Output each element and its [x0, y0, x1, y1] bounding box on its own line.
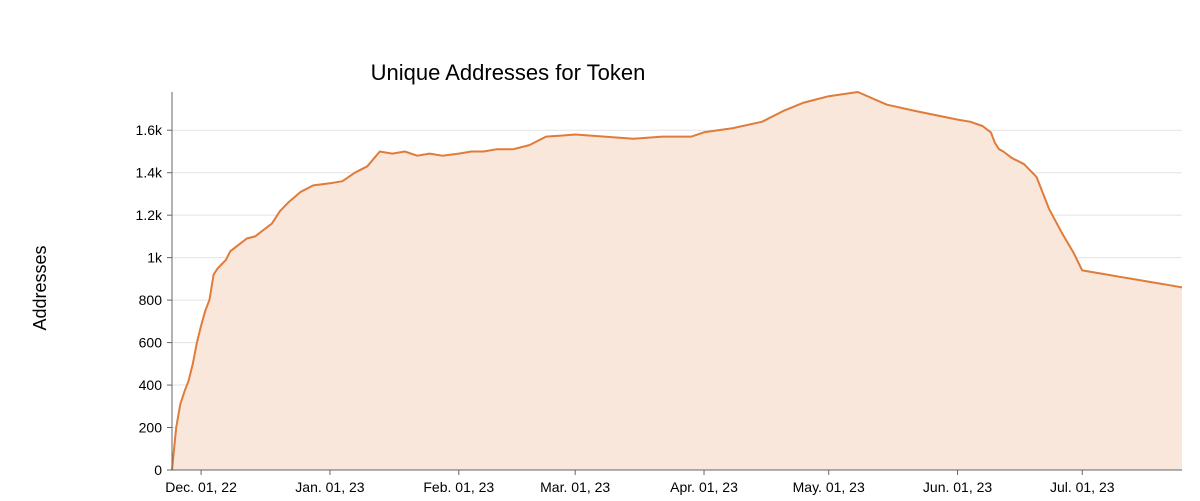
x-tick-label: Apr. 01, 23 [670, 479, 738, 495]
x-tick-label: Jun. 01, 23 [923, 479, 992, 495]
y-tick-label: 600 [139, 335, 163, 351]
y-axis-ticks: 0 200 400 600 800 1k 1.2k 1.4k 1.6k [136, 122, 172, 478]
y-axis-label: Addresses [30, 245, 50, 330]
x-tick-label: Dec. 01, 22 [165, 479, 237, 495]
chart-title: Unique Addresses for Token [371, 60, 646, 85]
y-tick-label: 800 [139, 292, 163, 308]
data-area [171, 91, 1183, 471]
y-tick-label: 1.6k [136, 122, 163, 138]
x-tick-label: Jan. 01, 23 [295, 479, 364, 495]
x-tick-label: May. 01, 23 [793, 479, 865, 495]
series-line [171, 91, 1183, 471]
y-tick-label: 400 [139, 377, 163, 393]
y-tick-label: 1k [147, 250, 163, 266]
x-axis-ticks: Dec. 01, 22 Jan. 01, 23 Feb. 01, 23 Mar. 01… [165, 470, 1115, 495]
y-tick-label: 200 [139, 420, 163, 436]
y-tick-label: 1.2k [136, 207, 163, 223]
series-area-fill [172, 92, 1182, 470]
x-tick-label: Feb. 01, 23 [423, 479, 494, 495]
x-tick-label: Jul. 01, 23 [1050, 479, 1115, 495]
y-tick-label: 0 [154, 462, 162, 478]
x-tick-label: Mar. 01, 23 [540, 479, 610, 495]
axes [171, 92, 1182, 471]
y-tick-label: 1.4k [136, 165, 163, 181]
